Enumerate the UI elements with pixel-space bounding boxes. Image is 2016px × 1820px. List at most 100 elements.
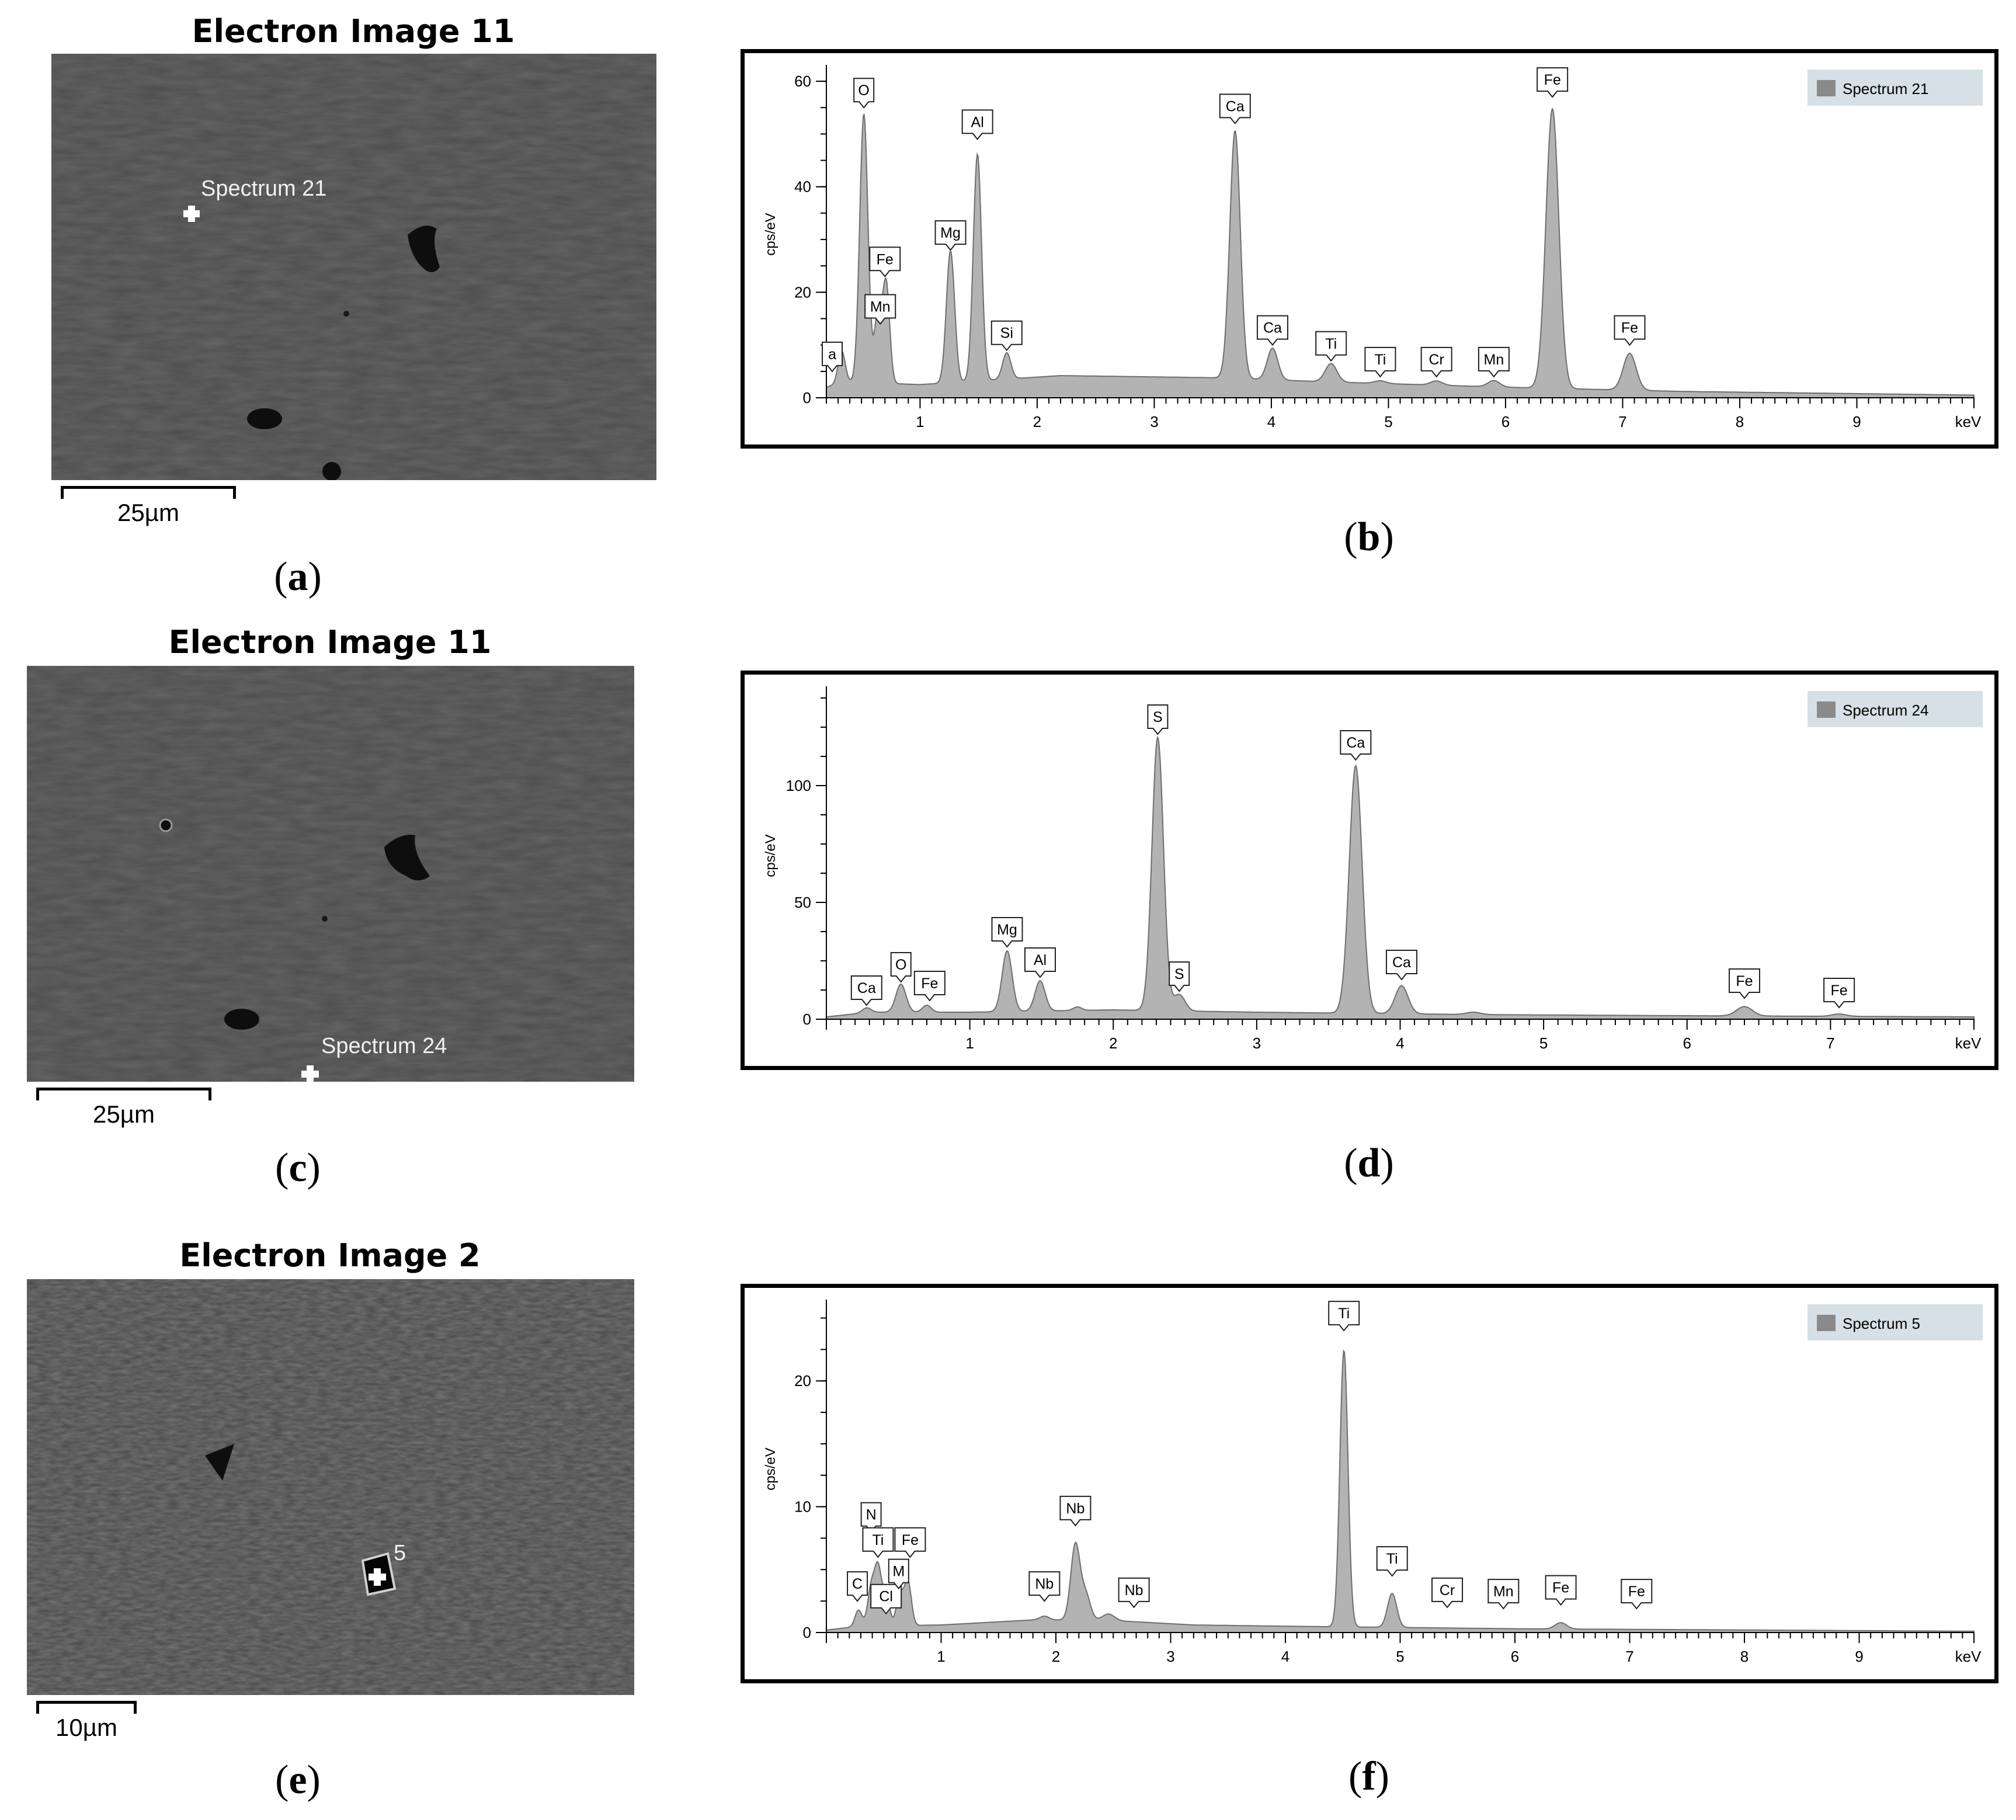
- legend-swatch: [1817, 1315, 1836, 1331]
- peak-label-box: [1621, 1579, 1653, 1610]
- legend-box: [1808, 70, 1983, 106]
- y-tick-label: 0: [803, 1010, 811, 1028]
- x-tick-label: 4: [1281, 1648, 1289, 1665]
- legend: Spectrum 21: [1808, 70, 1983, 106]
- panel-label-a: (a): [274, 554, 322, 599]
- legend-label: Spectrum 24: [1843, 701, 1928, 719]
- peak-label-ca: Ca: [1256, 315, 1288, 346]
- peak-label-ca: Ca: [1219, 93, 1251, 124]
- peak-label-text: Si: [1000, 325, 1013, 342]
- inclusion-c2: [224, 1009, 259, 1030]
- x-tick-label: 5: [1396, 1648, 1404, 1665]
- panel-label-d: (d): [1344, 1141, 1394, 1186]
- peak-label-text: Nb: [1125, 1582, 1143, 1599]
- peak-label-text: Fe: [1544, 72, 1561, 88]
- peak-label-ca: Ca: [850, 975, 882, 1006]
- legend-label: Spectrum 21: [1843, 80, 1928, 98]
- peak-label-text: Fe: [1628, 1583, 1645, 1600]
- y-axis-label: cps/eV: [763, 834, 778, 877]
- inclusion-a2: [247, 408, 282, 429]
- peak-label-text: M: [892, 1564, 905, 1580]
- peak-label-fe: Fe: [894, 1527, 926, 1558]
- peak-label-box: [847, 1571, 868, 1602]
- peak-label-fe: Fe: [1537, 67, 1569, 98]
- legend-box: [1808, 1304, 1983, 1340]
- peak-label-box: [864, 294, 896, 325]
- peak-label-box: [853, 78, 875, 109]
- peak-label-box: [1823, 978, 1855, 1009]
- peak-label-text: Mn: [1484, 352, 1504, 368]
- scale-bar-c: 25µm: [36, 1088, 211, 1134]
- legend: Spectrum 24: [1808, 691, 1983, 727]
- peak-label-text: Ca: [1346, 735, 1365, 751]
- spectrum-label-a: Spectrum 21: [201, 176, 327, 201]
- x-tick-label: 3: [1253, 1034, 1261, 1052]
- x-tick-label: 2: [1109, 1034, 1117, 1052]
- peak-label-box: [1340, 730, 1372, 761]
- peak-label-cr: Cr: [1420, 346, 1452, 378]
- peak-label-ti: Ti: [1315, 331, 1347, 362]
- peak-label-box: [1614, 315, 1646, 346]
- peak-label-text: Nb: [1066, 1501, 1085, 1517]
- peak-label-text: Cr: [1428, 352, 1444, 368]
- peak-label-m: M: [888, 1558, 909, 1590]
- electron-image-title-c: Electron Image 11: [168, 624, 492, 661]
- peak-label-box: [1420, 346, 1452, 378]
- peak-label-text: Fe: [1831, 982, 1848, 999]
- peak-label-mg: Mg: [991, 917, 1023, 948]
- peak-label-text: Ca: [1226, 98, 1245, 114]
- peak-label-box: [1385, 950, 1417, 981]
- peak-label-fe: Fe: [869, 246, 901, 277]
- peak-label-text: Ti: [1374, 352, 1386, 368]
- peak-label-si: Si: [990, 320, 1023, 352]
- y-tick-label: 40: [794, 178, 811, 196]
- legend: Spectrum 5: [1808, 1304, 1983, 1340]
- inclusion-c4: [322, 916, 328, 922]
- x-tick-label: 6: [1501, 413, 1510, 430]
- peak-label-nb: Nb: [1028, 1571, 1061, 1602]
- inclusion-e1: [205, 1444, 234, 1481]
- peak-label-text: Cl: [879, 1589, 893, 1605]
- y-axis-label: cps/eV: [763, 1447, 778, 1490]
- peak-label-box: [1147, 704, 1169, 735]
- scale-bar-a: 25µm: [61, 486, 236, 533]
- peak-label-o: O: [853, 78, 875, 109]
- scale-bar-label-e: 10µm: [55, 1714, 117, 1741]
- peak-label-box: [1256, 315, 1288, 346]
- peak-label-box: [869, 246, 901, 277]
- x-tick-label: 5: [1539, 1034, 1548, 1052]
- peak-label-mn: Mn: [1478, 346, 1510, 378]
- spectrum-chart-d: 1 2 3 4 5 6 7 keV 0 50 100 cps/eV Spectrum 24 Ca O Fe Mg…: [741, 671, 1998, 1070]
- x-tick-label: 5: [1384, 413, 1392, 430]
- peak-label-box: [934, 220, 967, 251]
- peak-label-box: [1169, 961, 1190, 992]
- peak-label-al: Al: [961, 109, 993, 141]
- peak-label-box: [990, 320, 1023, 352]
- peak-label-o: O: [890, 952, 912, 983]
- peak-label-mn: Mn: [1487, 1579, 1520, 1610]
- peak-label-ti: Ti: [1376, 1546, 1408, 1577]
- peak-label-text: Cr: [1440, 1582, 1455, 1599]
- inclusion-a4: [343, 311, 349, 317]
- peak-label-text: Ca: [1392, 954, 1411, 971]
- panel-label-e: (e): [275, 1758, 321, 1802]
- peak-label-box: [890, 952, 912, 983]
- peak-label-box: [1028, 1571, 1061, 1602]
- peak-label-s: S: [1147, 704, 1169, 735]
- peak-label-box: [1219, 93, 1251, 124]
- peak-label-text: Ti: [1386, 1551, 1398, 1567]
- peak-label-cl: Cl: [870, 1583, 902, 1615]
- peak-label-box: [1431, 1577, 1464, 1609]
- x-tick-label: 1: [965, 1034, 974, 1052]
- x-tick-label: 1: [937, 1648, 945, 1665]
- x-unit-label: keV: [1955, 1034, 1982, 1052]
- sem-image-e: 5: [27, 1279, 634, 1695]
- panel-label-c: (c): [275, 1145, 321, 1190]
- legend-label: Spectrum 5: [1843, 1315, 1920, 1332]
- sem-image-c: Spectrum 24: [27, 666, 634, 1082]
- peak-label-mn: Mn: [864, 294, 896, 325]
- x-tick-label: 7: [1826, 1034, 1834, 1052]
- peak-label-box: [1118, 1577, 1150, 1609]
- y-tick-label: 0: [803, 389, 811, 407]
- peak-label-ti: Ti: [1328, 1301, 1360, 1332]
